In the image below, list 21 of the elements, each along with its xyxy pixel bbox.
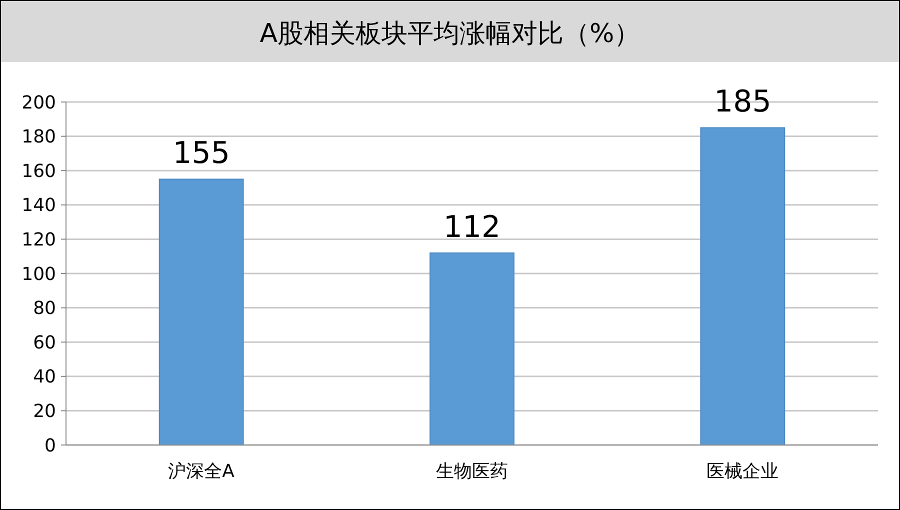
y-tick-label: 100: [22, 264, 56, 285]
y-tick-label: 60: [33, 332, 56, 354]
y-tick-label: 160: [22, 160, 56, 182]
x-tick-label: 生物医药: [436, 461, 508, 482]
data-label: 185: [714, 84, 772, 120]
y-tick-label: 80: [33, 298, 56, 320]
y-tick-label: 140: [22, 195, 56, 216]
y-tick-label: 0: [44, 435, 56, 456]
bar: [158, 178, 244, 446]
x-tick-label: 沪深全A: [168, 461, 236, 482]
data-label: 112: [443, 210, 501, 245]
x-tick-label: 医械企业: [706, 461, 779, 482]
bar: [430, 252, 514, 446]
y-tick-label: 180: [22, 126, 56, 148]
data-label: 155: [172, 136, 230, 172]
chart-title: A股相关板块平均涨幅对比（%）: [260, 19, 640, 49]
y-tick-label: 120: [22, 230, 56, 250]
y-tick-label: 20: [33, 401, 56, 422]
y-tick-label: 40: [33, 366, 56, 388]
y-tick-label: 200: [22, 92, 56, 114]
bar: [700, 127, 786, 446]
